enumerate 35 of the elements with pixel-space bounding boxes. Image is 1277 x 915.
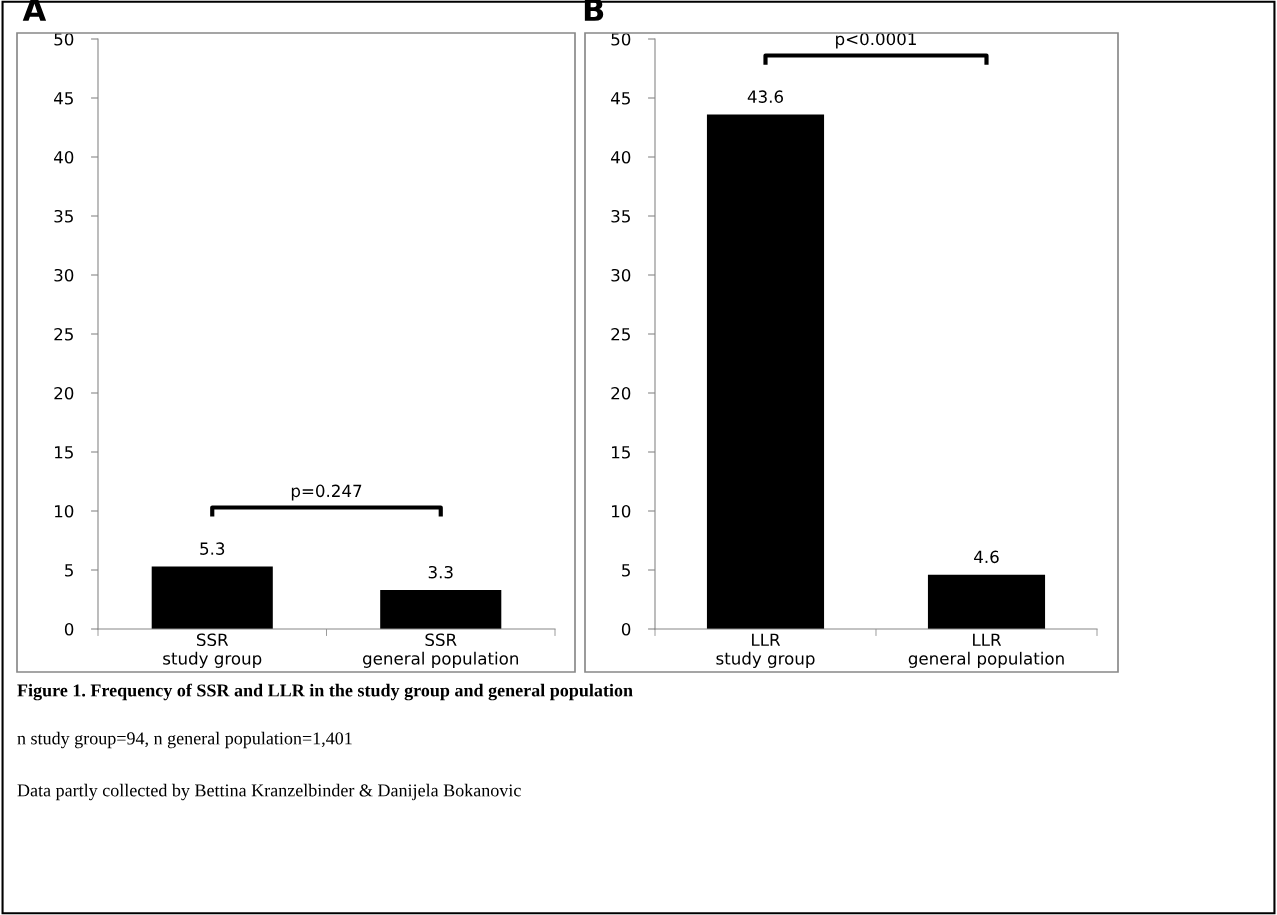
data-label: 4.6 xyxy=(974,550,999,564)
y-tick-label: 45 xyxy=(54,92,73,105)
y-tick-label: 0 xyxy=(621,622,631,636)
y-tick-label: 50 xyxy=(611,32,631,46)
x-tick-label: LLR study group xyxy=(716,633,815,668)
annotation: p<0.0001 xyxy=(836,32,916,49)
y-tick-label: 20 xyxy=(54,386,74,400)
y-tick-label: 5 xyxy=(65,564,73,577)
y-tick-label: 40 xyxy=(54,150,74,164)
data-label: 43.6 xyxy=(747,90,784,103)
text: n study group=94, n general population=1,401 xyxy=(17,731,352,749)
y-tick-label: 50 xyxy=(54,32,74,46)
y-tick-label: 10 xyxy=(612,504,631,518)
y-tick-label: 30 xyxy=(611,268,631,282)
y-tick-label: 0 xyxy=(64,622,74,636)
annotation: p=0.247 xyxy=(291,484,362,501)
y-tick-label: 15 xyxy=(612,446,630,459)
y-tick-label: 10 xyxy=(55,504,74,518)
data-label: 5.3 xyxy=(200,542,225,555)
y-tick-label: 20 xyxy=(611,386,631,400)
x-tick-label: SSR study group xyxy=(163,633,262,668)
y-tick-label: 15 xyxy=(55,446,73,459)
caption: Figure 1. Frequency of SSR and LLR in the study group and general population xyxy=(17,683,633,701)
y-tick-label: 30 xyxy=(54,268,74,282)
y-tick-label: 25 xyxy=(54,327,73,341)
y-tick-label: 35 xyxy=(54,209,73,223)
text: Data partly collected by Bettina Kranzelbinder & Danijela Bokanovic xyxy=(17,783,521,801)
y-tick-label: 35 xyxy=(611,209,630,223)
data-label: 3.3 xyxy=(428,565,453,579)
y-tick-label: 45 xyxy=(611,92,630,105)
y-tick-label: 25 xyxy=(611,327,630,341)
y-tick-label: 5 xyxy=(622,564,630,577)
x-tick-label: LLR general population xyxy=(908,633,1064,668)
y-tick-label: 40 xyxy=(611,150,631,164)
x-tick-label: SSR general population xyxy=(363,633,518,668)
